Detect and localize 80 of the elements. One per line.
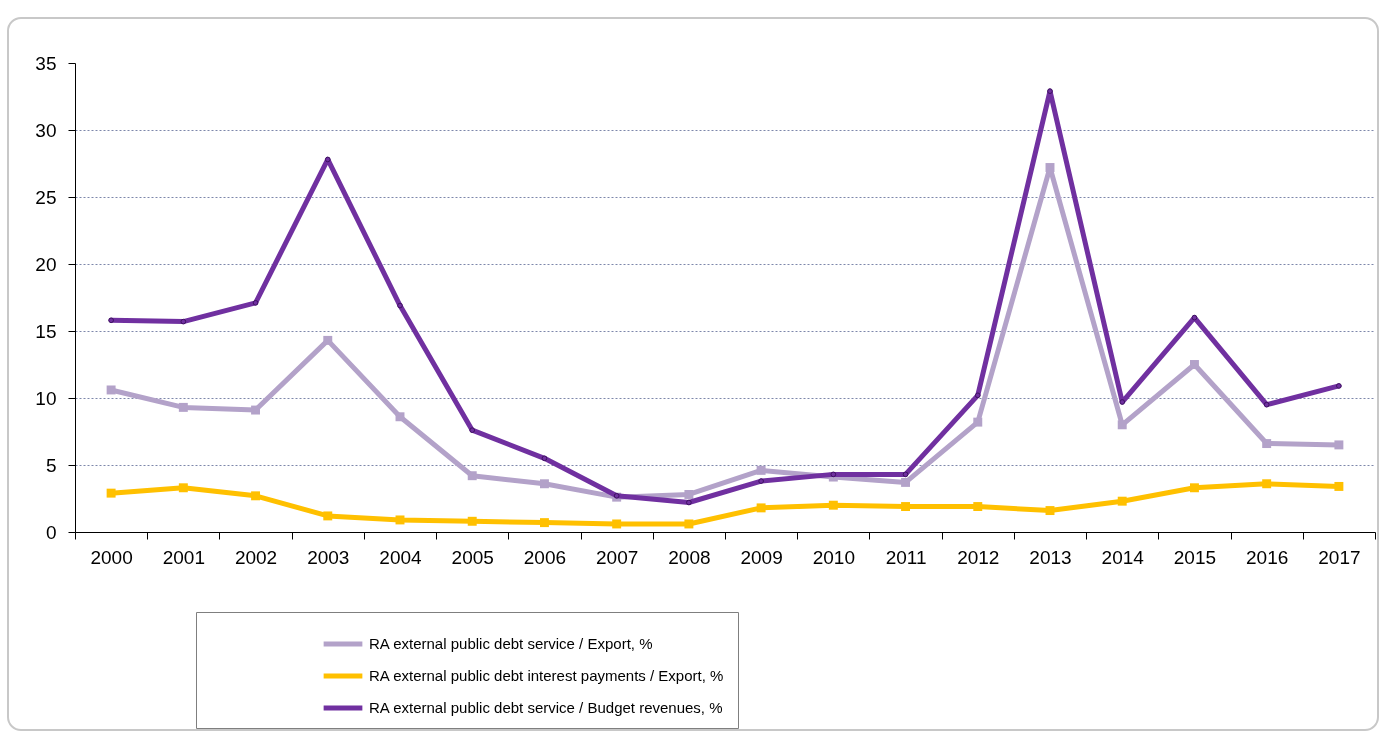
- point: [684, 490, 694, 499]
- point: [1189, 360, 1199, 369]
- point: [1189, 483, 1199, 493]
- x-tick-label: 2001: [162, 546, 205, 568]
- x-tick-label: 2017: [1318, 546, 1361, 568]
- point: [178, 402, 188, 412]
- point: [108, 317, 114, 324]
- point: [251, 405, 261, 415]
- y-tick-label: 30: [35, 119, 57, 141]
- point: [1334, 481, 1344, 491]
- x-tick-label: 2014: [1101, 546, 1145, 568]
- point: [828, 500, 838, 510]
- x-tick-label: 2002: [234, 546, 278, 568]
- point: [324, 156, 331, 163]
- point: [973, 417, 983, 427]
- point: [686, 499, 692, 506]
- point: [758, 478, 764, 484]
- point: [1262, 479, 1272, 489]
- x-tick-label: 2008: [668, 546, 711, 568]
- point: [684, 519, 694, 529]
- point: [1045, 506, 1055, 516]
- x-tick-label: 2000: [90, 546, 133, 568]
- x-tick-label: 2003: [307, 546, 350, 568]
- x-tick-label: 2016: [1246, 546, 1289, 568]
- point: [395, 412, 405, 422]
- point: [395, 515, 405, 525]
- point: [612, 519, 622, 529]
- point: [106, 385, 116, 395]
- x-tick-label: 2015: [1173, 546, 1217, 568]
- legend-label: RA external public debt service / Budget revenues, %: [369, 699, 723, 716]
- point: [756, 503, 766, 513]
- point: [830, 471, 837, 478]
- point: [251, 491, 261, 501]
- point: [469, 427, 476, 433]
- point: [1334, 440, 1344, 450]
- legend-label: RA external public debt interest payments / Export, %: [369, 667, 724, 684]
- point: [106, 488, 116, 498]
- y-tick-label: 0: [45, 521, 57, 543]
- x-tick-label: 2009: [740, 546, 783, 568]
- point: [1262, 439, 1272, 449]
- point: [252, 300, 259, 306]
- x-tick-label: 2013: [1029, 546, 1072, 568]
- point: [467, 516, 477, 526]
- point: [323, 335, 333, 345]
- point: [178, 483, 188, 493]
- point: [901, 477, 911, 487]
- point: [974, 392, 981, 399]
- point: [973, 502, 983, 512]
- point: [180, 318, 187, 325]
- point: [397, 302, 403, 309]
- point: [1263, 401, 1270, 408]
- point: [756, 465, 766, 475]
- y-tick-label: 15: [35, 320, 57, 342]
- y-tick-label: 20: [35, 253, 57, 275]
- y-tick-label: 10: [35, 387, 57, 409]
- point: [539, 479, 549, 489]
- x-tick-label: 2005: [451, 546, 494, 568]
- point: [902, 471, 909, 478]
- y-tick-label: 25: [35, 186, 57, 208]
- point: [1117, 496, 1127, 506]
- x-tick-label: 2004: [379, 546, 423, 568]
- y-tick-label: 35: [35, 52, 57, 74]
- x-tick-label: 2012: [957, 546, 1000, 568]
- point: [1336, 383, 1342, 389]
- point: [1119, 399, 1126, 405]
- point: [1191, 314, 1198, 321]
- y-tick-label: 5: [45, 454, 57, 476]
- point: [1117, 420, 1127, 430]
- x-tick-label: 2011: [885, 546, 927, 568]
- point: [539, 518, 549, 528]
- point: [901, 502, 911, 512]
- point: [1047, 88, 1053, 94]
- x-tick-label: 2007: [596, 546, 639, 568]
- point: [323, 511, 333, 521]
- point: [467, 471, 477, 481]
- point: [541, 455, 548, 462]
- x-tick-label: 2006: [523, 546, 567, 568]
- x-tick-label: 2010: [812, 546, 855, 568]
- legend-label: RA external public debt service / Export, %: [369, 635, 653, 652]
- point: [1045, 163, 1055, 172]
